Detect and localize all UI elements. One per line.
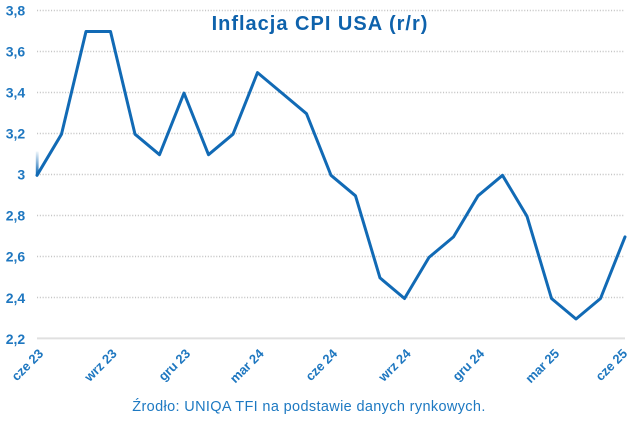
svg-text:2,2: 2,2 [6, 331, 26, 347]
svg-text:3,2: 3,2 [6, 126, 26, 142]
svg-text:3,6: 3,6 [6, 43, 26, 59]
svg-text:3,8: 3,8 [6, 2, 26, 18]
svg-text:3,4: 3,4 [6, 84, 26, 100]
svg-text:Inflacja CPI USA (r/r): Inflacja CPI USA (r/r) [212, 13, 429, 35]
svg-text:2,4: 2,4 [6, 290, 26, 306]
svg-text:2,8: 2,8 [6, 208, 26, 224]
svg-text:2,6: 2,6 [6, 249, 26, 265]
svg-text:3: 3 [17, 167, 25, 183]
svg-text:Źrodło: UNIQA TFI na podstawie: Źrodło: UNIQA TFI na podstawie danych ry… [132, 398, 485, 415]
